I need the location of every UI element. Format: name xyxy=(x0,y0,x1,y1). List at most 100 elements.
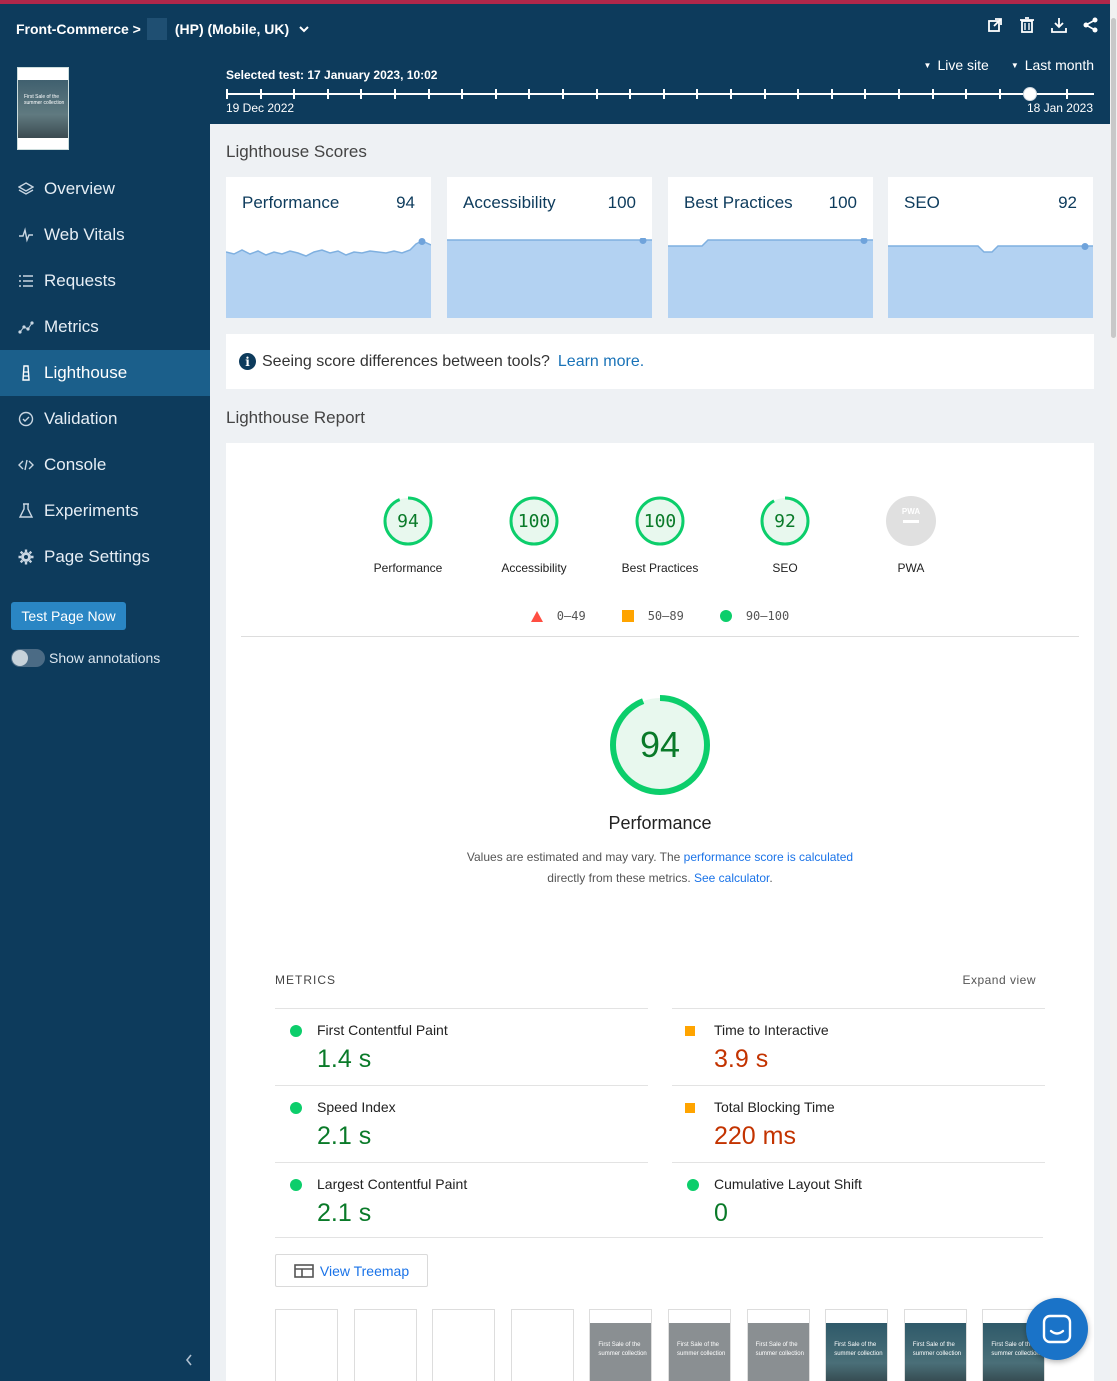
thumbnail-text: First Sale of the summer collection xyxy=(24,94,65,106)
breadcrumb-root[interactable]: Front-Commerce > xyxy=(16,21,141,37)
timeline-tick[interactable] xyxy=(998,89,1001,99)
breadcrumb-page[interactable]: (HP) (Mobile, UK) xyxy=(174,21,290,37)
gauge-accessibility[interactable]: 100 Accessibility xyxy=(469,495,599,575)
timeline-tick[interactable] xyxy=(595,89,598,99)
timeline-tick[interactable] xyxy=(931,89,934,99)
sidebar-item-overview[interactable]: Overview xyxy=(0,166,210,212)
external-link-icon[interactable] xyxy=(986,16,1004,34)
score-card-seo[interactable]: SEO 92 xyxy=(888,177,1093,318)
date-range-filter[interactable]: ▼ Last month xyxy=(1010,57,1094,73)
timeline-tick[interactable] xyxy=(730,89,732,99)
timeline-tick[interactable] xyxy=(562,89,564,99)
score-card-value: 100 xyxy=(828,193,857,212)
filmstrip-frame xyxy=(432,1309,496,1381)
metric-name: Speed Index xyxy=(317,1099,396,1115)
score-card-accessibility[interactable]: Accessibility 100 xyxy=(447,177,652,318)
timeline-tick[interactable] xyxy=(662,89,665,99)
trash-icon[interactable] xyxy=(1018,16,1036,34)
sidebar-item-console[interactable]: Console xyxy=(0,442,210,488)
page-thumbnail[interactable]: First Sale of the summer collection xyxy=(17,67,69,150)
timeline-tick[interactable] xyxy=(1066,89,1068,99)
sidebar-item-label: Console xyxy=(44,455,107,474)
timeline-track[interactable] xyxy=(226,93,1094,95)
gauge-performance[interactable]: 94 Performance xyxy=(343,495,473,575)
test-page-now-button[interactable]: Test Page Now xyxy=(11,602,126,630)
timeline-tick[interactable] xyxy=(326,89,329,99)
collapse-sidebar-icon[interactable] xyxy=(185,1353,193,1369)
accessibility-sparkline xyxy=(447,238,652,318)
timeline-tick[interactable] xyxy=(360,89,363,99)
timeline-tick[interactable] xyxy=(226,89,228,99)
timeline-tick[interactable] xyxy=(696,89,699,99)
timeline-tick[interactable] xyxy=(898,89,900,99)
average-indicator-icon xyxy=(685,1026,695,1036)
performance-sparkline xyxy=(226,238,431,318)
lighthouse-report: 94 Performance 100 Accessibility 100 Bes… xyxy=(226,443,1094,1381)
list-icon xyxy=(17,272,35,290)
metric-value: 220 ms xyxy=(714,1122,796,1150)
timeline-tick[interactable] xyxy=(864,89,867,99)
timeline-tick[interactable] xyxy=(293,89,296,99)
metric-value: 1.4 s xyxy=(317,1045,372,1073)
view-treemap-button[interactable]: View Treemap xyxy=(275,1254,428,1287)
show-annotations-row[interactable]: Show annotations xyxy=(11,649,160,667)
sidebar-nav: Overview Web Vitals Requests Metrics Lig… xyxy=(0,166,210,580)
sidebar-item-validation[interactable]: Validation xyxy=(0,396,210,442)
lighthouse-scores-title: Lighthouse Scores xyxy=(226,142,367,161)
metric-cumulative-layout-shift: Cumulative Layout Shift 0 xyxy=(672,1162,1045,1239)
annotations-toggle[interactable] xyxy=(11,649,45,667)
triangle-icon xyxy=(530,610,543,622)
see-calculator-link[interactable]: See calculator xyxy=(693,871,770,885)
expand-view-toggle[interactable]: Expand view xyxy=(962,973,1036,987)
timeline-tick[interactable] xyxy=(528,89,531,99)
score-card-best-practices[interactable]: Best Practices 100 xyxy=(668,177,873,318)
page-scrollbar[interactable] xyxy=(1110,0,1117,1381)
test-timeline: Selected test: 17 January 2023, 10:02 ▼ L… xyxy=(210,48,1110,124)
live-site-filter[interactable]: ▼ Live site xyxy=(923,57,989,73)
gauge-pwa[interactable]: PWA PWA xyxy=(846,495,976,575)
good-indicator-icon xyxy=(290,1102,302,1114)
breadcrumb[interactable]: Front-Commerce > (HP) (Mobile, UK) xyxy=(16,18,309,40)
timeline-tick[interactable] xyxy=(830,89,833,99)
timeline-slider-handle[interactable] xyxy=(1023,87,1037,101)
pulse-icon xyxy=(17,226,35,244)
sidebar-item-lighthouse[interactable]: Lighthouse xyxy=(0,350,210,396)
gauge-label: Best Practices xyxy=(621,561,699,575)
timeline-tick[interactable] xyxy=(797,89,800,99)
sidebar: First Sale of the summer collection Over… xyxy=(0,48,210,1381)
filmstrip-frame xyxy=(353,1309,417,1381)
timeline-tick[interactable] xyxy=(394,89,396,99)
sidebar-item-label: Overview xyxy=(44,179,115,198)
metric-value: 3.9 s xyxy=(714,1045,769,1073)
gauge-best-practices[interactable]: 100 Best Practices xyxy=(595,495,725,575)
download-icon[interactable] xyxy=(1050,16,1068,34)
score-calculated-link[interactable]: performance score is calculated xyxy=(683,850,854,864)
timeline-tick[interactable] xyxy=(461,89,464,99)
filmstrip-frame: First Sale of the summer collection xyxy=(903,1309,967,1381)
gauge-seo[interactable]: 92 SEO xyxy=(720,495,850,575)
score-card-performance[interactable]: Performance 94 xyxy=(226,177,431,318)
sidebar-item-web-vitals[interactable]: Web Vitals xyxy=(0,212,210,258)
score-differences-notice: i Seeing score differences between tools… xyxy=(226,334,1094,389)
timeline-tick[interactable] xyxy=(965,89,968,99)
metric-name: First Contentful Paint xyxy=(317,1022,448,1038)
sidebar-item-label: Experiments xyxy=(44,501,139,520)
chevron-down-icon[interactable] xyxy=(299,22,309,36)
gauge-value: 94 xyxy=(397,510,419,532)
sidebar-item-requests[interactable]: Requests xyxy=(0,258,210,304)
gauge-label: Performance xyxy=(373,561,443,575)
timeline-tick[interactable] xyxy=(629,89,632,99)
sidebar-item-label: Lighthouse xyxy=(44,363,128,382)
sidebar-item-experiments[interactable]: Experiments xyxy=(0,488,210,534)
share-icon[interactable] xyxy=(1082,16,1100,34)
learn-more-link[interactable]: Learn more. xyxy=(557,352,645,370)
chat-widget-button[interactable] xyxy=(1026,1298,1088,1360)
timeline-tick[interactable] xyxy=(763,89,766,99)
timeline-tick[interactable] xyxy=(494,89,497,99)
timeline-tick[interactable] xyxy=(427,89,430,99)
timeline-tick[interactable] xyxy=(259,89,262,99)
sidebar-item-page-settings[interactable]: Page Settings xyxy=(0,534,210,580)
info-icon: i xyxy=(239,353,256,370)
sidebar-item-metrics[interactable]: Metrics xyxy=(0,304,210,350)
metric-value: 0 xyxy=(714,1199,728,1227)
